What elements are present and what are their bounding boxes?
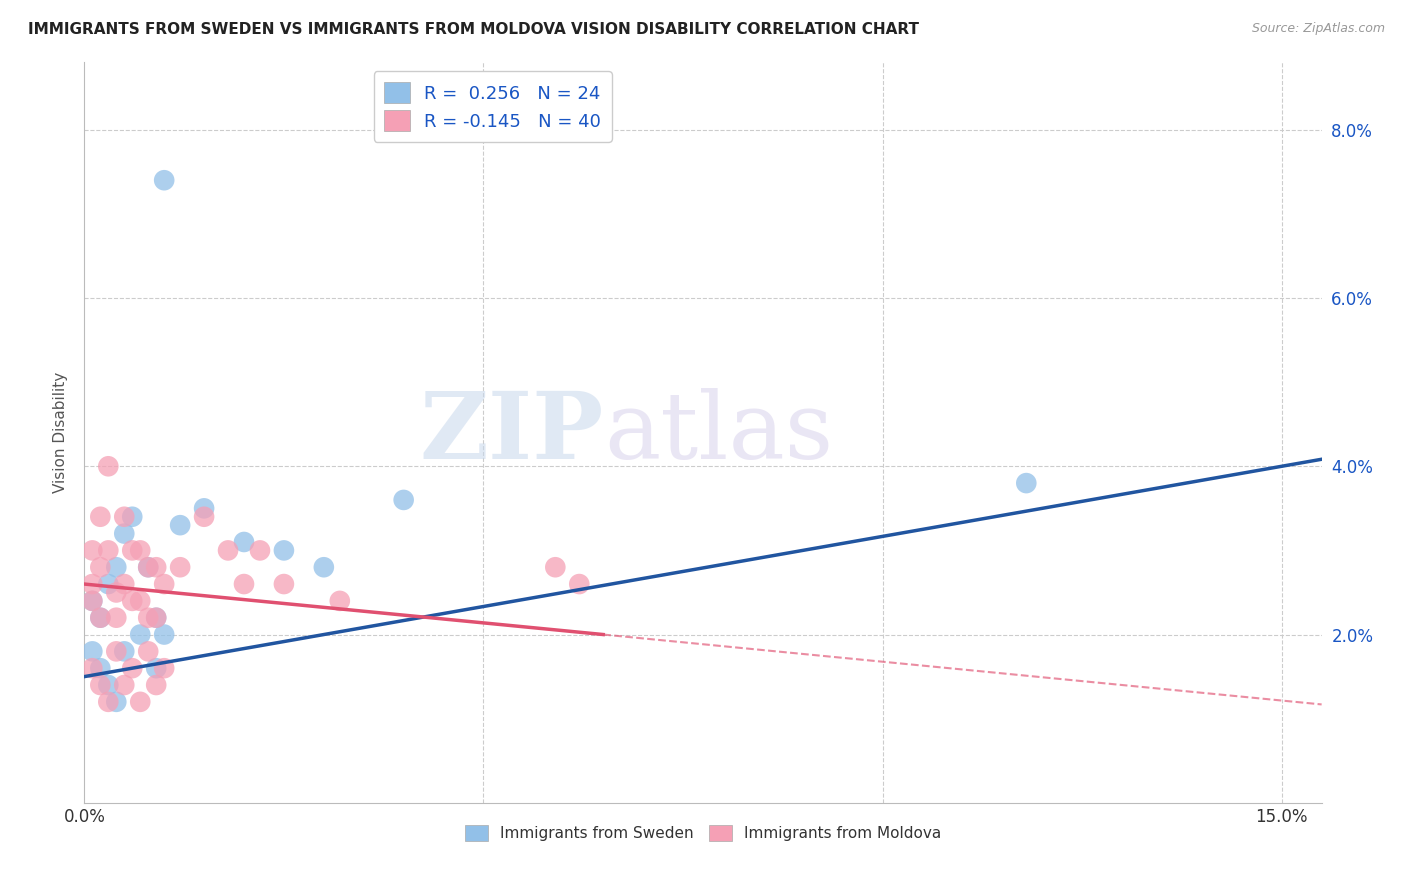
Point bbox=[392, 492, 415, 507]
Point bbox=[112, 577, 135, 591]
Point bbox=[105, 585, 128, 599]
Point bbox=[112, 678, 135, 692]
Point bbox=[544, 560, 567, 574]
Point bbox=[136, 560, 159, 574]
Point bbox=[249, 543, 271, 558]
Point bbox=[82, 644, 104, 658]
Point bbox=[233, 577, 256, 591]
Point bbox=[97, 459, 120, 474]
Text: ZIP: ZIP bbox=[420, 388, 605, 477]
Point bbox=[329, 594, 352, 608]
Point bbox=[136, 560, 159, 574]
Point bbox=[112, 644, 135, 658]
Point bbox=[153, 627, 176, 641]
Point bbox=[121, 661, 143, 675]
Point bbox=[145, 661, 167, 675]
Point bbox=[97, 695, 120, 709]
Point bbox=[233, 535, 256, 549]
Point bbox=[129, 543, 152, 558]
Y-axis label: Vision Disability: Vision Disability bbox=[53, 372, 69, 493]
Point bbox=[82, 661, 104, 675]
Point bbox=[89, 509, 111, 524]
Point bbox=[312, 560, 335, 574]
Text: atlas: atlas bbox=[605, 388, 834, 477]
Point bbox=[273, 543, 295, 558]
Point bbox=[129, 695, 152, 709]
Point bbox=[82, 543, 104, 558]
Point bbox=[89, 560, 111, 574]
Point bbox=[169, 518, 191, 533]
Legend: Immigrants from Sweden, Immigrants from Moldova: Immigrants from Sweden, Immigrants from … bbox=[458, 819, 948, 847]
Text: Source: ZipAtlas.com: Source: ZipAtlas.com bbox=[1251, 22, 1385, 36]
Point bbox=[136, 610, 159, 624]
Point bbox=[217, 543, 239, 558]
Point bbox=[136, 644, 159, 658]
Point bbox=[153, 661, 176, 675]
Point bbox=[112, 526, 135, 541]
Point bbox=[145, 610, 167, 624]
Point bbox=[153, 173, 176, 187]
Point bbox=[82, 594, 104, 608]
Text: IMMIGRANTS FROM SWEDEN VS IMMIGRANTS FROM MOLDOVA VISION DISABILITY CORRELATION : IMMIGRANTS FROM SWEDEN VS IMMIGRANTS FRO… bbox=[28, 22, 920, 37]
Point bbox=[153, 577, 176, 591]
Point bbox=[89, 610, 111, 624]
Point bbox=[89, 678, 111, 692]
Point bbox=[121, 594, 143, 608]
Point bbox=[105, 610, 128, 624]
Point bbox=[121, 543, 143, 558]
Point bbox=[273, 577, 295, 591]
Point bbox=[97, 577, 120, 591]
Point bbox=[129, 627, 152, 641]
Point bbox=[105, 644, 128, 658]
Point bbox=[145, 560, 167, 574]
Point bbox=[97, 678, 120, 692]
Point bbox=[105, 560, 128, 574]
Point bbox=[89, 661, 111, 675]
Point bbox=[193, 509, 215, 524]
Point bbox=[145, 678, 167, 692]
Point bbox=[82, 594, 104, 608]
Point bbox=[568, 577, 591, 591]
Point bbox=[105, 695, 128, 709]
Point bbox=[1015, 476, 1038, 491]
Point bbox=[97, 543, 120, 558]
Point bbox=[145, 610, 167, 624]
Point bbox=[169, 560, 191, 574]
Point bbox=[89, 610, 111, 624]
Point bbox=[193, 501, 215, 516]
Point bbox=[121, 509, 143, 524]
Point bbox=[82, 577, 104, 591]
Point bbox=[129, 594, 152, 608]
Point bbox=[112, 509, 135, 524]
